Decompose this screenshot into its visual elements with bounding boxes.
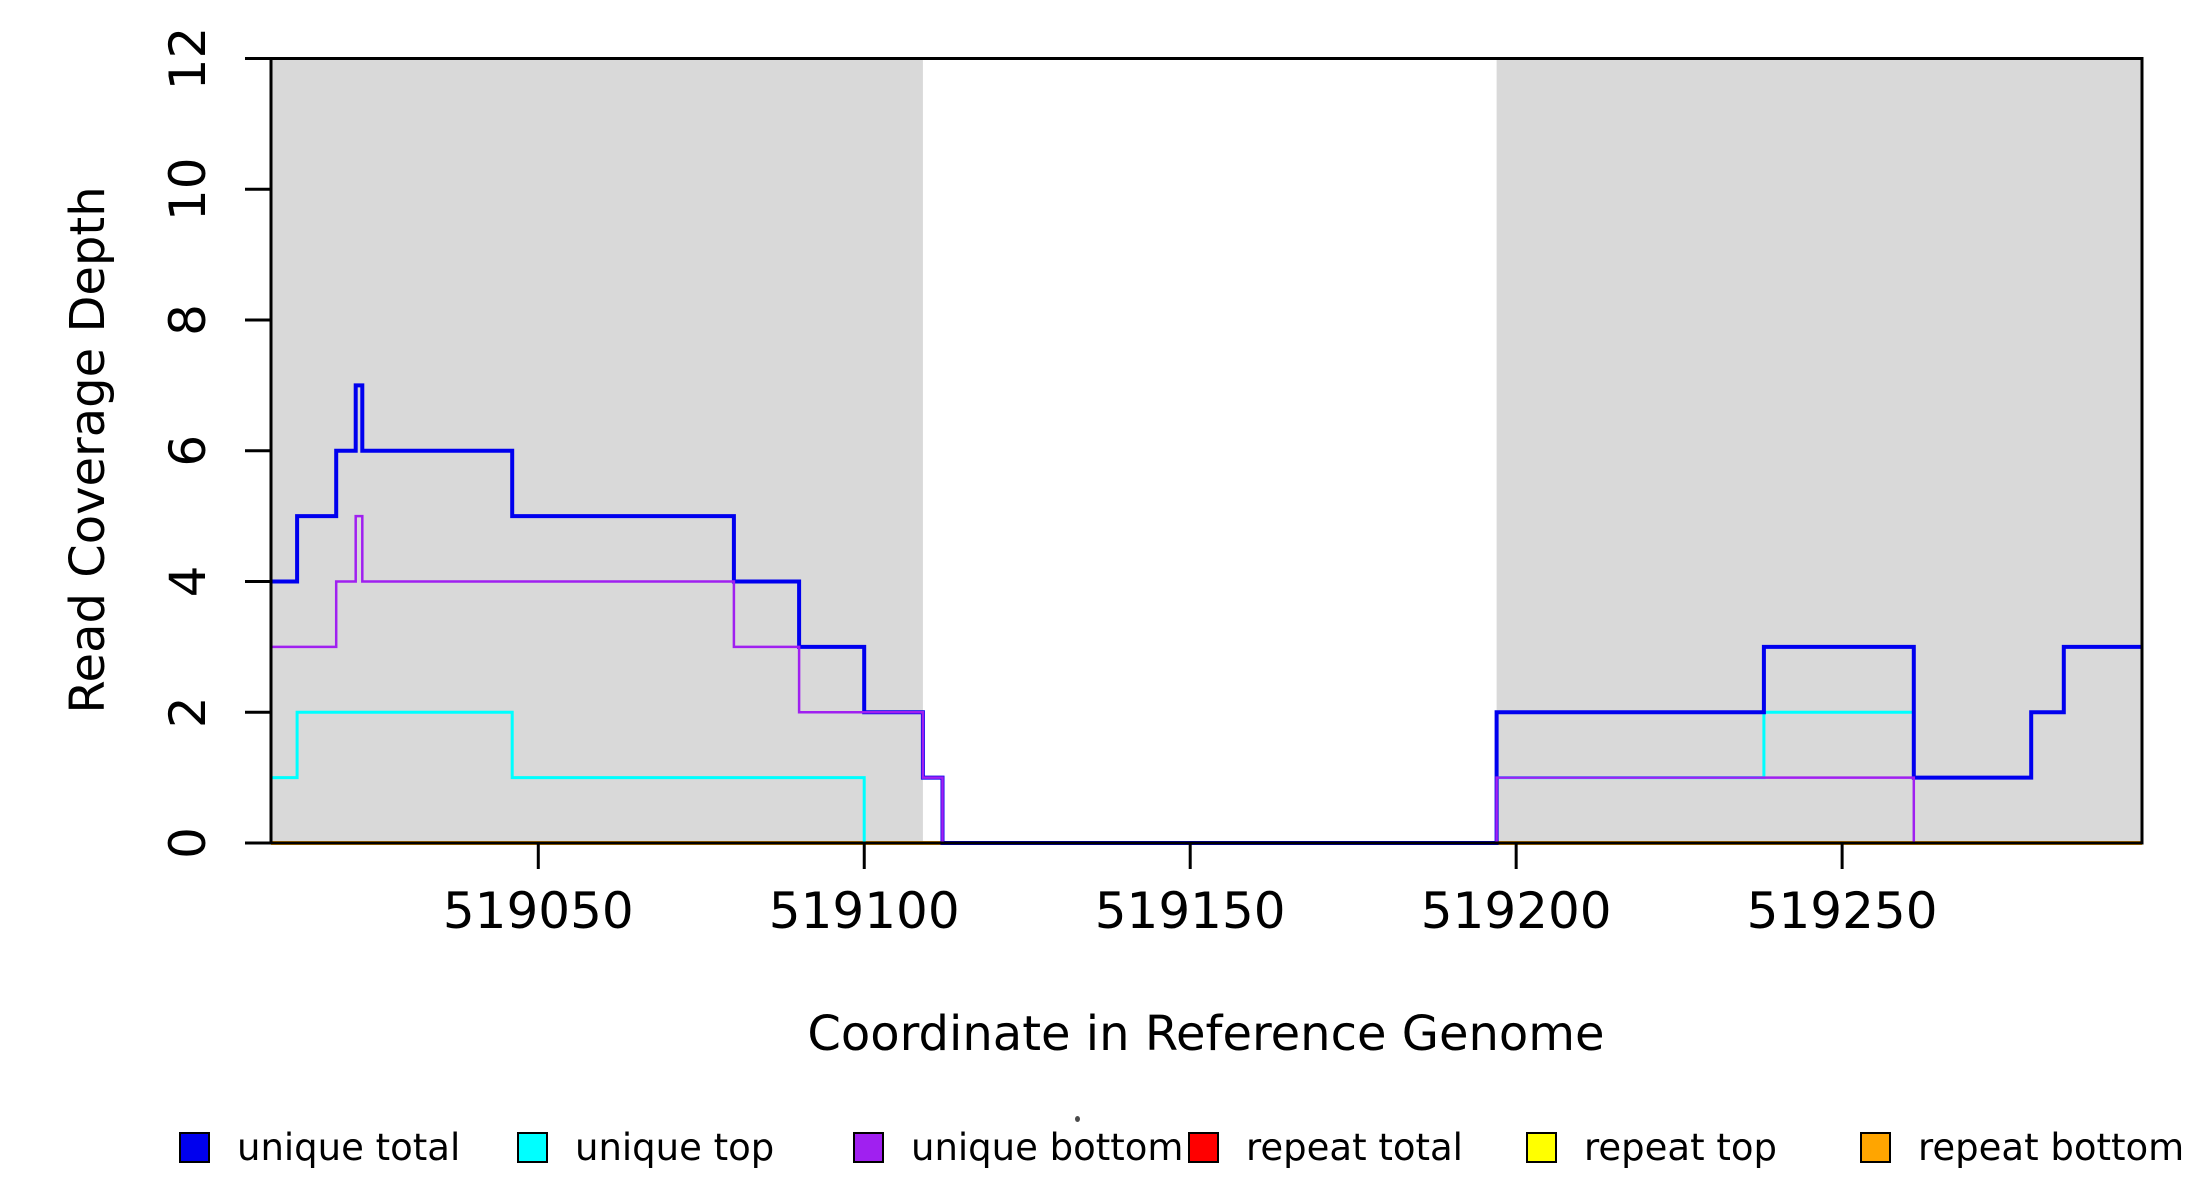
legend-swatch-repeat-total [1188,1131,1219,1163]
stray-dot [1075,1116,1080,1122]
y-tick-label: 12 [159,27,217,91]
legend-label: unique bottom [911,1125,1184,1169]
legend-item-repeat-bottom: repeat bottom [1860,1125,2185,1169]
legend-swatch-unique-total [179,1131,210,1163]
legend-item-unique-top: unique top [517,1125,775,1169]
y-axis-title: Read Coverage Depth [60,186,116,714]
x-tick-label: 519100 [769,882,960,940]
series-unique-total [271,383,2142,845]
x-axis-title: Coordinate in Reference Genome [807,1006,1605,1062]
series-unique-bottom [271,514,2142,845]
legend-item-repeat-total: repeat total [1188,1125,1463,1169]
x-tick-label: 519250 [1747,882,1938,940]
x-tick-label: 519150 [1095,882,1286,940]
legend-swatch-repeat-bottom [1860,1131,1891,1163]
legend-item-repeat-top: repeat top [1526,1125,1777,1169]
legend-label: repeat top [1584,1125,1777,1169]
y-tick-label: 2 [159,696,217,728]
legend-swatch-unique-bottom [853,1131,884,1163]
legend-label: repeat bottom [1918,1125,2185,1169]
y-tick-label: 4 [159,566,217,598]
legend-swatch-repeat-top [1526,1131,1557,1163]
legend-label: unique total [237,1125,461,1169]
legend-label: unique top [575,1125,775,1169]
y-tick-label: 6 [159,435,217,467]
shaded-region [1496,58,2142,843]
legend-item-unique-bottom: unique bottom [853,1125,1184,1169]
x-tick-label: 519050 [443,882,634,940]
legend-swatch-unique-top [517,1131,548,1163]
x-tick-label: 519200 [1421,882,1612,940]
legend-item-unique-total: unique total [179,1125,461,1169]
y-tick-label: 0 [159,827,217,859]
y-tick-label: 8 [159,304,217,336]
legend-label: repeat total [1246,1125,1463,1169]
y-tick-label: 10 [159,157,217,221]
